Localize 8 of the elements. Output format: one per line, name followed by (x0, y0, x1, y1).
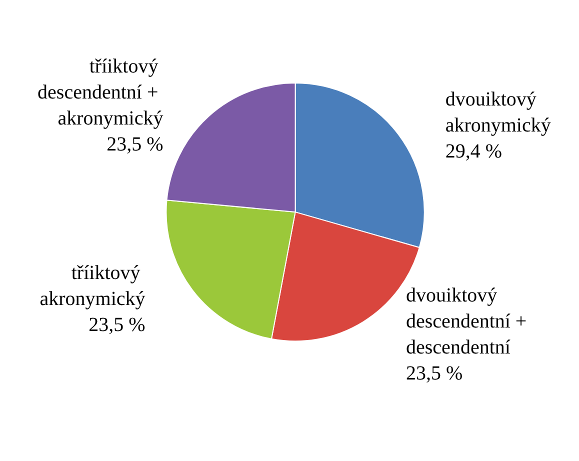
slice-label: dvouiktový descendentní + descendentní (406, 284, 532, 359)
slice-label: dvouiktový akronymický (445, 88, 551, 136)
data-label: 23,5 % (88, 314, 146, 336)
data-label: 23,5 % (406, 362, 463, 385)
slice-label: tříiktový akronymický (40, 262, 146, 310)
data-label: 29,4 % (445, 140, 502, 162)
data-label: 23,5 % (106, 134, 164, 156)
slice-label: tříiktový descendentní + akronymický (38, 56, 164, 130)
